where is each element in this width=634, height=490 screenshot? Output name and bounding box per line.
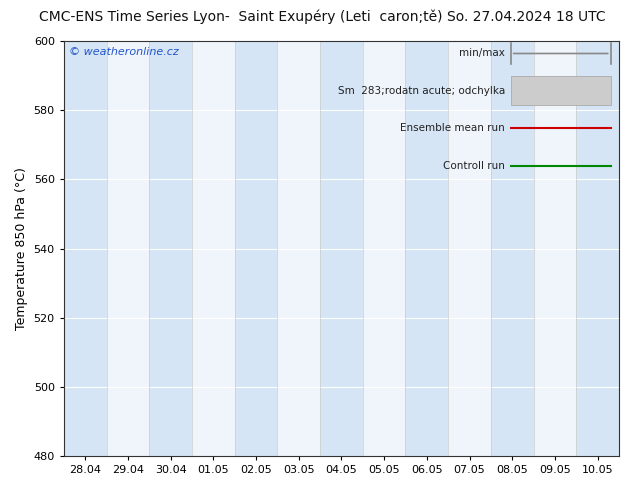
Bar [491, 41, 534, 456]
Text: So. 27.04.2024 18 UTC: So. 27.04.2024 18 UTC [447, 10, 605, 24]
Text: Sm  283;rodatn acute; odchylka: Sm 283;rodatn acute; odchylka [338, 86, 505, 96]
Bar [149, 41, 192, 456]
Text: Controll run: Controll run [443, 161, 505, 171]
Y-axis label: Temperature 850 hPa (°C): Temperature 850 hPa (°C) [15, 167, 28, 330]
Text: min/max: min/max [459, 49, 505, 58]
Bar [64, 41, 107, 456]
Text: CMC-ENS Time Series Lyon-  Saint Exupéry (Leti  caron;tě): CMC-ENS Time Series Lyon- Saint Exupéry … [39, 10, 443, 24]
Bar [320, 41, 363, 456]
FancyBboxPatch shape [511, 76, 611, 105]
Text: © weatheronline.cz: © weatheronline.cz [69, 47, 179, 57]
Bar [235, 41, 277, 456]
Text: Ensemble mean run: Ensemble mean run [401, 123, 505, 133]
Bar [406, 41, 448, 456]
Bar [576, 41, 619, 456]
